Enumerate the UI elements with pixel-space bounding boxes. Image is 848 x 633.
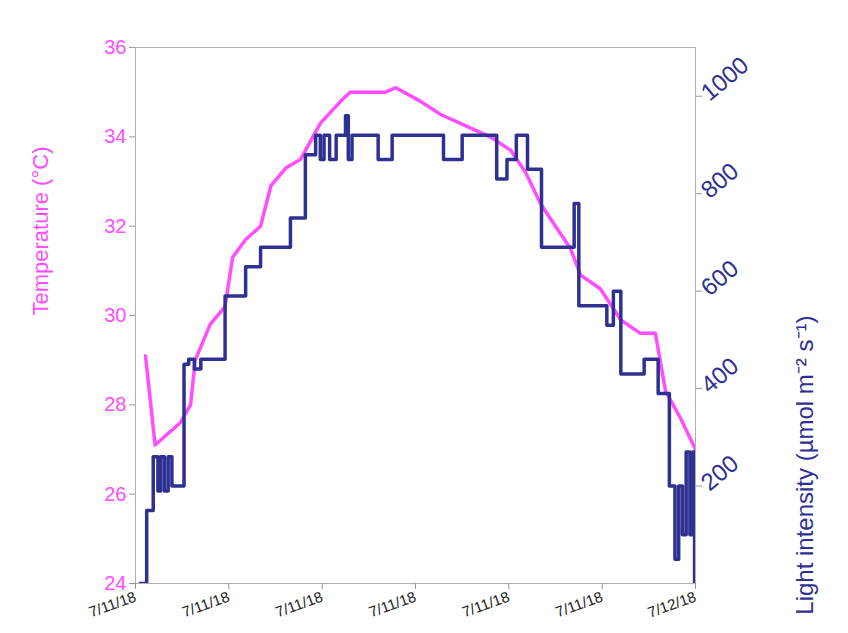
svg-text:36: 36 xyxy=(104,36,126,58)
svg-text:7/11/18: 7/11/18 xyxy=(180,588,232,621)
svg-text:7/11/18: 7/11/18 xyxy=(86,587,139,621)
svg-text:32: 32 xyxy=(104,215,126,237)
svg-text:Light intensity (µmol m⁻² s⁻¹): Light intensity (µmol m⁻² s⁻¹) xyxy=(791,316,818,615)
svg-text:200: 200 xyxy=(695,449,743,495)
svg-text:7/11/18: 7/11/18 xyxy=(366,588,418,621)
svg-text:7/11/18: 7/11/18 xyxy=(273,588,325,621)
svg-text:800: 800 xyxy=(695,157,743,203)
svg-text:600: 600 xyxy=(695,254,743,300)
svg-text:400: 400 xyxy=(695,352,743,398)
svg-text:7/11/18: 7/11/18 xyxy=(553,588,605,621)
svg-text:7/11/18: 7/11/18 xyxy=(460,588,512,621)
svg-text:28: 28 xyxy=(104,393,126,415)
svg-text:26: 26 xyxy=(104,483,126,505)
svg-text:1000: 1000 xyxy=(695,51,753,106)
svg-text:Temperature (°C): Temperature (°C) xyxy=(28,147,53,316)
svg-text:30: 30 xyxy=(104,304,126,326)
svg-text:34: 34 xyxy=(104,125,126,147)
svg-text:24: 24 xyxy=(104,572,126,594)
svg-text:7/12/18: 7/12/18 xyxy=(645,588,698,621)
